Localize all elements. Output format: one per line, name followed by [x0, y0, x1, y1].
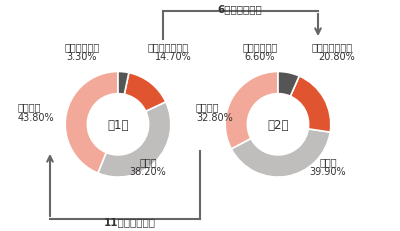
Text: 11ポイント減少: 11ポイント減少: [104, 216, 156, 226]
Wedge shape: [65, 72, 118, 173]
Wedge shape: [278, 72, 299, 97]
Text: 6ポイント増加: 6ポイント増加: [218, 4, 262, 14]
Text: 今後検討: 今後検討: [18, 102, 42, 112]
Text: 既に対応策実施: 既に対応策実施: [148, 42, 189, 52]
Wedge shape: [98, 102, 171, 177]
Text: 検討予定なし: 検討予定なし: [64, 42, 100, 52]
Wedge shape: [124, 73, 166, 112]
Text: 検討予定なし: 検討予定なし: [242, 42, 278, 52]
Text: 39.90%: 39.90%: [310, 166, 346, 176]
Text: 第1回: 第1回: [107, 118, 129, 131]
Text: 43.80%: 43.80%: [18, 112, 55, 122]
Text: 検討中: 検討中: [139, 156, 157, 166]
Text: 検討中: 検討中: [319, 156, 337, 166]
Text: 6.60%: 6.60%: [245, 52, 275, 62]
Text: 32.80%: 32.80%: [196, 112, 233, 122]
Text: 第2回: 第2回: [267, 118, 289, 131]
Wedge shape: [225, 72, 278, 149]
Text: 今後検討: 今後検討: [196, 102, 220, 112]
Wedge shape: [290, 77, 331, 133]
Text: 3.30%: 3.30%: [67, 52, 97, 62]
Wedge shape: [231, 129, 330, 177]
Wedge shape: [118, 72, 129, 95]
Text: 14.70%: 14.70%: [155, 52, 192, 62]
Text: 20.80%: 20.80%: [318, 52, 355, 62]
Text: 38.20%: 38.20%: [130, 166, 166, 176]
Text: 既に対応策実施: 既に対応策実施: [312, 42, 353, 52]
